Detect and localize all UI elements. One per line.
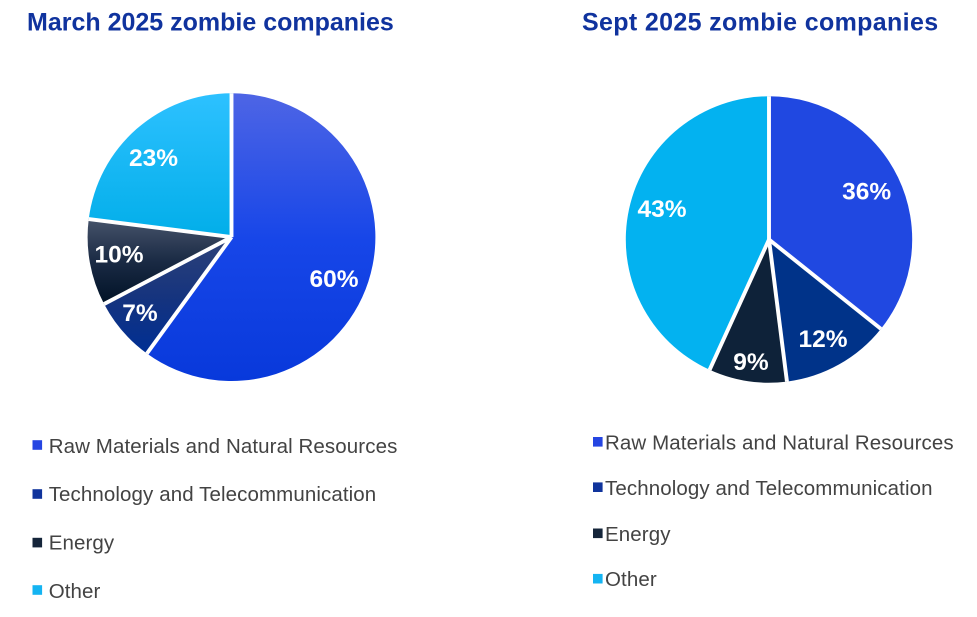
svg-text:Raw Materials and Natural Reso: Raw Materials and Natural Resources [49,435,398,458]
svg-text:12%: 12% [798,326,847,353]
svg-text:7%: 7% [122,300,158,327]
svg-text:Energy: Energy [605,523,671,546]
svg-text:Technology and Telecommunicati: Technology and Telecommunication [605,477,933,500]
svg-text:March 2025 zombie companies: March 2025 zombie companies [27,8,394,36]
svg-text:Other: Other [49,580,101,603]
svg-text:Sept 2025 zombie companies: Sept 2025 zombie companies [582,8,938,36]
svg-text:60%: 60% [309,266,358,293]
svg-text:9%: 9% [733,349,769,376]
svg-text:36%: 36% [842,179,891,206]
svg-text:10%: 10% [94,242,143,269]
svg-text:43%: 43% [637,196,686,223]
svg-text:Other: Other [605,568,657,591]
svg-text:Raw Materials and Natural Reso: Raw Materials and Natural Resources [605,431,954,454]
svg-text:Technology and Telecommunicati: Technology and Telecommunication [49,483,377,506]
svg-text:23%: 23% [129,145,178,172]
svg-text:Energy: Energy [49,532,115,555]
